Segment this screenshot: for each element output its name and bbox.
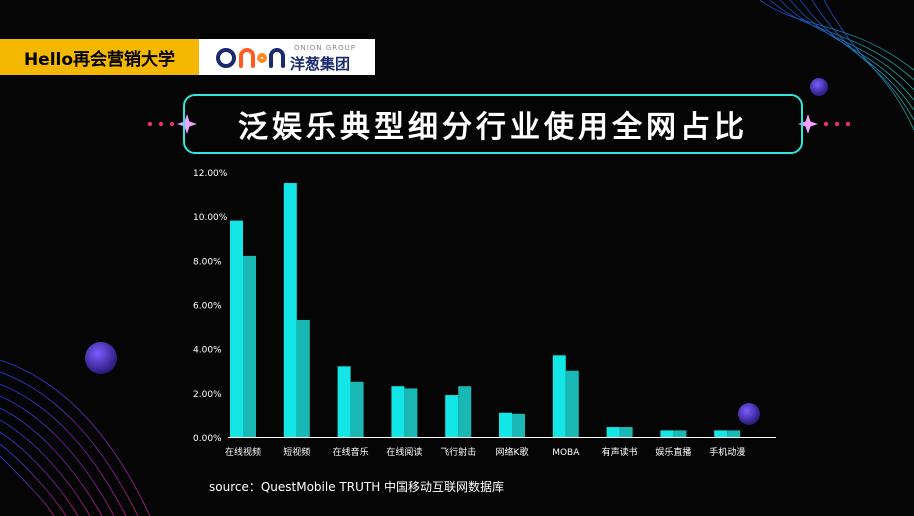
title-dots-left xyxy=(147,121,175,127)
orb-right xyxy=(738,403,760,425)
bar-series-2 xyxy=(565,370,579,437)
logo-chinese-text: 洋葱集团 xyxy=(290,55,351,73)
x-tick-label: 在线视频 xyxy=(225,446,261,458)
bar-series-2 xyxy=(243,255,256,437)
x-tick-label: 在线音乐 xyxy=(333,446,369,458)
bar-series-2 xyxy=(727,430,741,437)
bar-series-1 xyxy=(337,366,351,437)
y-tick-label: 8.00% xyxy=(193,257,222,267)
bar-series-1 xyxy=(445,395,459,437)
y-tick-label: 6.00% xyxy=(193,302,222,312)
bar-series-2 xyxy=(350,381,364,437)
y-tick-label: 0.00% xyxy=(193,434,222,444)
wave-top-right xyxy=(759,0,914,131)
orb-left xyxy=(85,342,117,374)
x-tick-label: 短视频 xyxy=(283,446,310,458)
bar-series-1 xyxy=(230,220,243,437)
bar-series-1 xyxy=(552,355,566,437)
sparkle-left-icon xyxy=(177,114,197,134)
x-tick-label: 飞行射击 xyxy=(440,446,476,458)
chart-title: 泛娱乐典型细分行业使用全网占比 xyxy=(238,110,748,145)
y-tick-label: 12.00% xyxy=(193,169,228,179)
x-tick-label: 娱乐直播 xyxy=(655,446,691,458)
onion-logo-mark-icon xyxy=(216,48,285,68)
bar-series-2 xyxy=(619,427,633,437)
bar-series-2 xyxy=(296,319,310,437)
logo-english-text: ONION GROUP xyxy=(294,44,356,52)
y-tick-label: 10.00% xyxy=(193,213,228,223)
x-tick-label: 在线阅读 xyxy=(386,446,422,458)
x-tick-label: 手机动漫 xyxy=(709,446,745,458)
bar-series-1 xyxy=(283,183,297,437)
x-tick-label: MOBA xyxy=(552,448,580,458)
orb-top-right xyxy=(810,78,828,96)
sparkle-right-icon xyxy=(798,114,818,134)
source-note: source：QuestMobile TRUTH 中国移动互联网数据库 xyxy=(209,480,505,494)
bar-series-1 xyxy=(606,427,620,437)
bar-series-2 xyxy=(512,413,525,437)
wave-bottom-left xyxy=(0,359,151,516)
bar-series-1 xyxy=(660,430,674,437)
title-frame: 泛娱乐典型细分行业使用全网占比 xyxy=(183,94,803,154)
bar-series-2 xyxy=(673,430,687,437)
bar-series-2 xyxy=(404,388,418,437)
y-tick-label: 2.00% xyxy=(193,390,222,400)
bar-series-1 xyxy=(391,386,405,437)
bar-series-1 xyxy=(714,430,728,437)
x-tick-label: 有声读书 xyxy=(602,446,638,458)
bar-series-2 xyxy=(458,386,472,437)
brand-badge: Hello再会营销大学 xyxy=(0,39,199,75)
y-tick-label: 4.00% xyxy=(193,346,222,356)
bar-series-1 xyxy=(499,412,512,437)
onion-group-logo: ONION GROUP 洋葱集团 xyxy=(199,39,375,75)
x-tick-label: 网络K歌 xyxy=(496,446,529,458)
title-dots-right xyxy=(823,121,851,127)
